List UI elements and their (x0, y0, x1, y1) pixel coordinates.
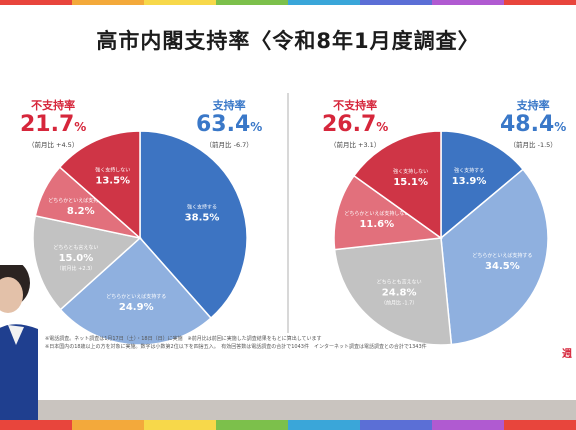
right-support-label: 支持率 (516, 99, 550, 112)
left-oppose-stat: 不支持率 21.7% （前月比 +4.5） (20, 99, 87, 149)
right-oppose-stat: 不支持率 26.7% （前月比 +3.1） (322, 99, 389, 149)
left-slice-value-1: 24.9% (119, 302, 154, 313)
left-slice-0 (139, 130, 248, 320)
publisher-logo: 週 (562, 349, 572, 360)
right-slice-value-3: 11.6% (359, 219, 394, 230)
left-oppose-label: 不支持率 (31, 99, 76, 112)
left-slice-2 (32, 214, 142, 311)
right-slice-label-0: 強く支持する (454, 167, 484, 174)
right-slice-value-2: 24.8% (382, 287, 417, 298)
right-support-value: 48.4 (500, 112, 555, 137)
footnotes: ※電話調査。ネット調査は1月17日（土）・18日（日）に実施 ※前月比は前回に実… (45, 335, 565, 351)
top-color-strip (0, 0, 576, 5)
right-oppose-label: 不支持率 (333, 99, 378, 112)
left-slice-value-4: 13.5% (95, 176, 130, 187)
left-slice-change-2: （前月比 +2.3） (57, 265, 96, 272)
right-oppose-value: 26.7 (322, 112, 377, 137)
right-slice-label-4: 強く支持しない (393, 168, 428, 175)
left-support-label: 支持率 (212, 99, 246, 112)
right-slice-2 (333, 237, 453, 346)
left-oppose-value: 21.7 (20, 112, 75, 137)
right-slice-change-2: （前月比 -1.7） (381, 299, 417, 306)
left-slice-value-0: 38.5% (185, 212, 220, 223)
panel-divider (287, 93, 289, 333)
left-slice-value-3: 8.2% (67, 206, 95, 217)
infographic-panel: 高市内閣支持率〈令和8年1月度調査〉 不支持率 21.7% （前月比 +4.5）… (0, 5, 576, 400)
left-support-stat: 支持率 63.4% （前月比 -6.7） (196, 99, 263, 149)
left-support-value: 63.4 (196, 112, 251, 137)
right-support-change: （前月比 -1.5） (509, 141, 557, 149)
right-slice-label-2: どちらとも言えない (377, 278, 422, 285)
left-slice-label-4: 強く支持しない (95, 167, 130, 174)
left-slice-value-2: 15.0% (59, 253, 94, 264)
right-slice-label-3: どちらかといえば支持しない (344, 210, 409, 217)
right-oppose-change: （前月比 +3.1） (329, 141, 381, 149)
right-slice-value-1: 34.5% (485, 261, 520, 272)
right-slice-value-0: 13.9% (452, 176, 487, 187)
right-slice-4 (352, 130, 442, 240)
left-slice-label-2: どちらとも言えない (53, 244, 98, 251)
left-slice-4 (58, 130, 141, 240)
right-slice-0 (440, 130, 525, 240)
right-pie-slices: 強く支持する 13.9% どちらかといえば支持する 34.5% どちらとも言えない 24.… (333, 130, 549, 346)
left-slice-label-1: どちらかといえば支持する (106, 293, 166, 300)
left-slice-label-0: 強く支持する (187, 203, 217, 210)
left-pie-slices: 強く支持する 38.5% どちらかといえば支持する 24.9% どちらとも言えない 15.… (32, 130, 248, 346)
chart-title: 高市内閣支持率〈令和8年1月度調査〉 (96, 29, 480, 53)
right-slice-value-4: 15.1% (393, 177, 428, 188)
left-support-change: （前月比 -6.7） (205, 141, 253, 149)
left-slice-label-3: どちらかといえば支持しない (48, 197, 113, 204)
footnote-2: ※日本国内の18歳以上の方を対象に実施。数字は小数第2位以下を四捨五入。 有効回… (45, 344, 427, 350)
bottom-color-strip (0, 420, 576, 430)
right-slice-3 (333, 174, 444, 251)
left-slice-1 (59, 236, 213, 346)
left-pie-chart: 強く支持する 38.5% どちらかといえば支持する 24.9% どちらとも言えない 15.… (32, 130, 549, 346)
left-oppose-change: （前月比 +4.5） (27, 141, 79, 149)
presenter-photo (0, 265, 38, 425)
footnote-1: ※電話調査。ネット調査は1月17日（土）・18日（日）に実施 ※前月比は前回に実… (45, 336, 322, 342)
right-support-stat: 支持率 48.4% （前月比 -1.5） (500, 99, 567, 149)
right-slice-1 (440, 168, 549, 346)
right-slice-label-1: どちらかといえば支持する (472, 252, 532, 259)
